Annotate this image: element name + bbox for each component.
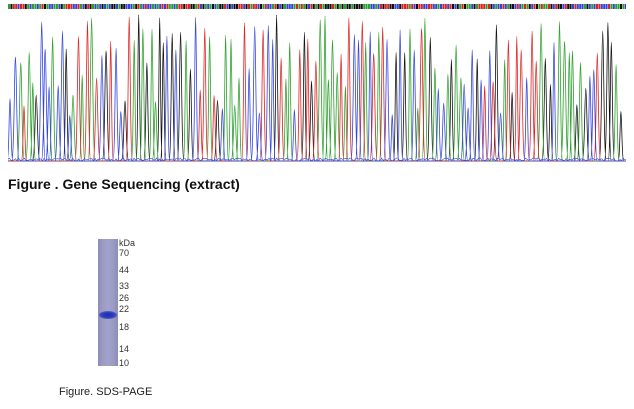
marker-label-33: 33 [119,281,130,291]
marker-label-22: 22 [119,304,130,314]
sequencing-chromatogram [8,4,626,162]
marker-label-26: 26 [119,293,130,303]
base-call-strip [8,4,626,9]
marker-label-18: 18 [119,322,130,332]
trace-baseline [8,157,626,162]
marker-label-70: 70 [119,248,130,258]
marker-label-10: 10 [119,358,130,368]
sds-page-gel-lane [98,239,118,366]
protein-band [99,311,117,319]
sequencing-figure-caption: Figure . Gene Sequencing (extract) [8,176,240,192]
marker-label-14: 14 [119,344,130,354]
trace-a [8,15,626,162]
kda-unit-label: kDa [119,238,136,248]
trace-c [8,16,626,162]
trace-t [8,16,626,162]
sds-page-figure-caption: Figure. SDS-PAGE [59,386,153,398]
marker-label-44: 44 [119,265,130,275]
